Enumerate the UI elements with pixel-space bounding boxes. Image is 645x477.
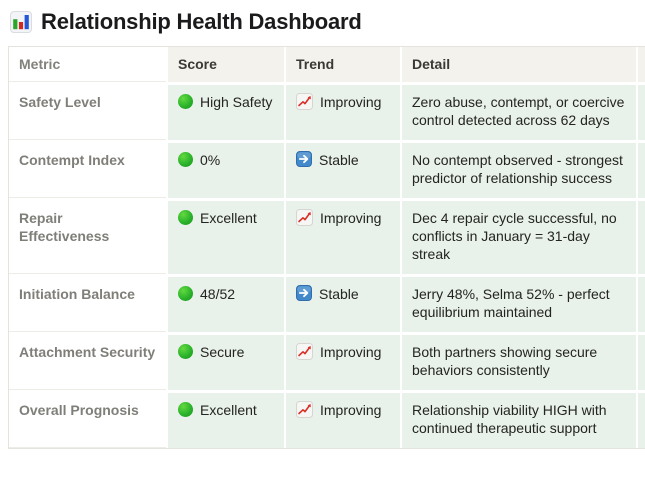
detail-text: Both partners showing secure behaviors c… <box>402 335 636 390</box>
score-cell: Secure <box>168 335 284 390</box>
right-arrow-icon <box>296 151 312 167</box>
score-cell: High Safety <box>168 85 284 140</box>
trend-label: Stable <box>319 286 359 302</box>
score-cell: 48/52 <box>168 277 284 332</box>
overflow-cell <box>638 277 645 332</box>
score-label: Secure <box>200 344 245 360</box>
green-circle-icon <box>178 402 193 417</box>
green-circle-icon <box>178 344 193 359</box>
metric-label: Overall Prognosis <box>9 393 166 448</box>
metric-label: Contempt Index <box>9 143 166 198</box>
trend-label: Stable <box>319 152 359 168</box>
score-label: Excellent <box>200 402 257 418</box>
trend-cell: Stable <box>286 143 400 198</box>
chart-increasing-icon <box>296 93 313 110</box>
trend-label: Improving <box>320 344 382 360</box>
overflow-cell <box>638 335 645 390</box>
overflow-cell <box>638 201 645 274</box>
health-table: Metric Score Trend Detail Safety Level H… <box>8 46 645 449</box>
detail-text: Zero abuse, contempt, or coercive contro… <box>402 85 636 140</box>
trend-label: Improving <box>320 402 382 418</box>
overflow-cell <box>638 143 645 198</box>
trend-cell: Stable <box>286 277 400 332</box>
green-circle-icon <box>178 210 193 225</box>
score-label: High Safety <box>200 94 273 110</box>
overflow-cell <box>638 393 645 448</box>
score-cell: Excellent <box>168 393 284 448</box>
green-circle-icon <box>178 286 193 301</box>
column-header-detail: Detail <box>402 47 636 82</box>
detail-text: Dec 4 repair cycle successful, no confli… <box>402 201 636 274</box>
detail-text: Relationship viability HIGH with continu… <box>402 393 636 448</box>
chart-increasing-icon <box>296 343 313 360</box>
green-circle-icon <box>178 94 193 109</box>
score-cell: 0% <box>168 143 284 198</box>
page-header: Relationship Health Dashboard <box>0 0 645 35</box>
score-cell: Excellent <box>168 201 284 274</box>
detail-text: No contempt observed - strongest predict… <box>402 143 636 198</box>
trend-label: Improving <box>320 94 382 110</box>
metric-label: Attachment Security <box>9 335 166 390</box>
chart-increasing-icon <box>296 401 313 418</box>
column-header-metric: Metric <box>9 47 166 82</box>
score-label: Excellent <box>200 210 257 226</box>
trend-label: Improving <box>320 210 382 226</box>
trend-cell: Improving <box>286 335 400 390</box>
detail-text: Jerry 48%, Selma 52% - perfect equilibri… <box>402 277 636 332</box>
right-arrow-icon <box>296 285 312 301</box>
score-label: 48/52 <box>200 286 236 302</box>
overflow-cell <box>638 85 645 140</box>
metric-label: Repair Effectiveness <box>9 201 166 274</box>
bar-chart-icon <box>10 11 32 33</box>
trend-cell: Improving <box>286 85 400 140</box>
column-header-trend: Trend <box>286 47 400 82</box>
score-label: 0% <box>200 152 221 168</box>
trend-cell: Improving <box>286 201 400 274</box>
page-title: Relationship Health Dashboard <box>41 9 362 34</box>
green-circle-icon <box>178 152 193 167</box>
column-header-overflow <box>638 47 645 82</box>
chart-increasing-icon <box>296 209 313 226</box>
trend-cell: Improving <box>286 393 400 448</box>
metric-label: Safety Level <box>9 85 166 140</box>
column-header-score: Score <box>168 47 284 82</box>
metric-label: Initiation Balance <box>9 277 166 332</box>
